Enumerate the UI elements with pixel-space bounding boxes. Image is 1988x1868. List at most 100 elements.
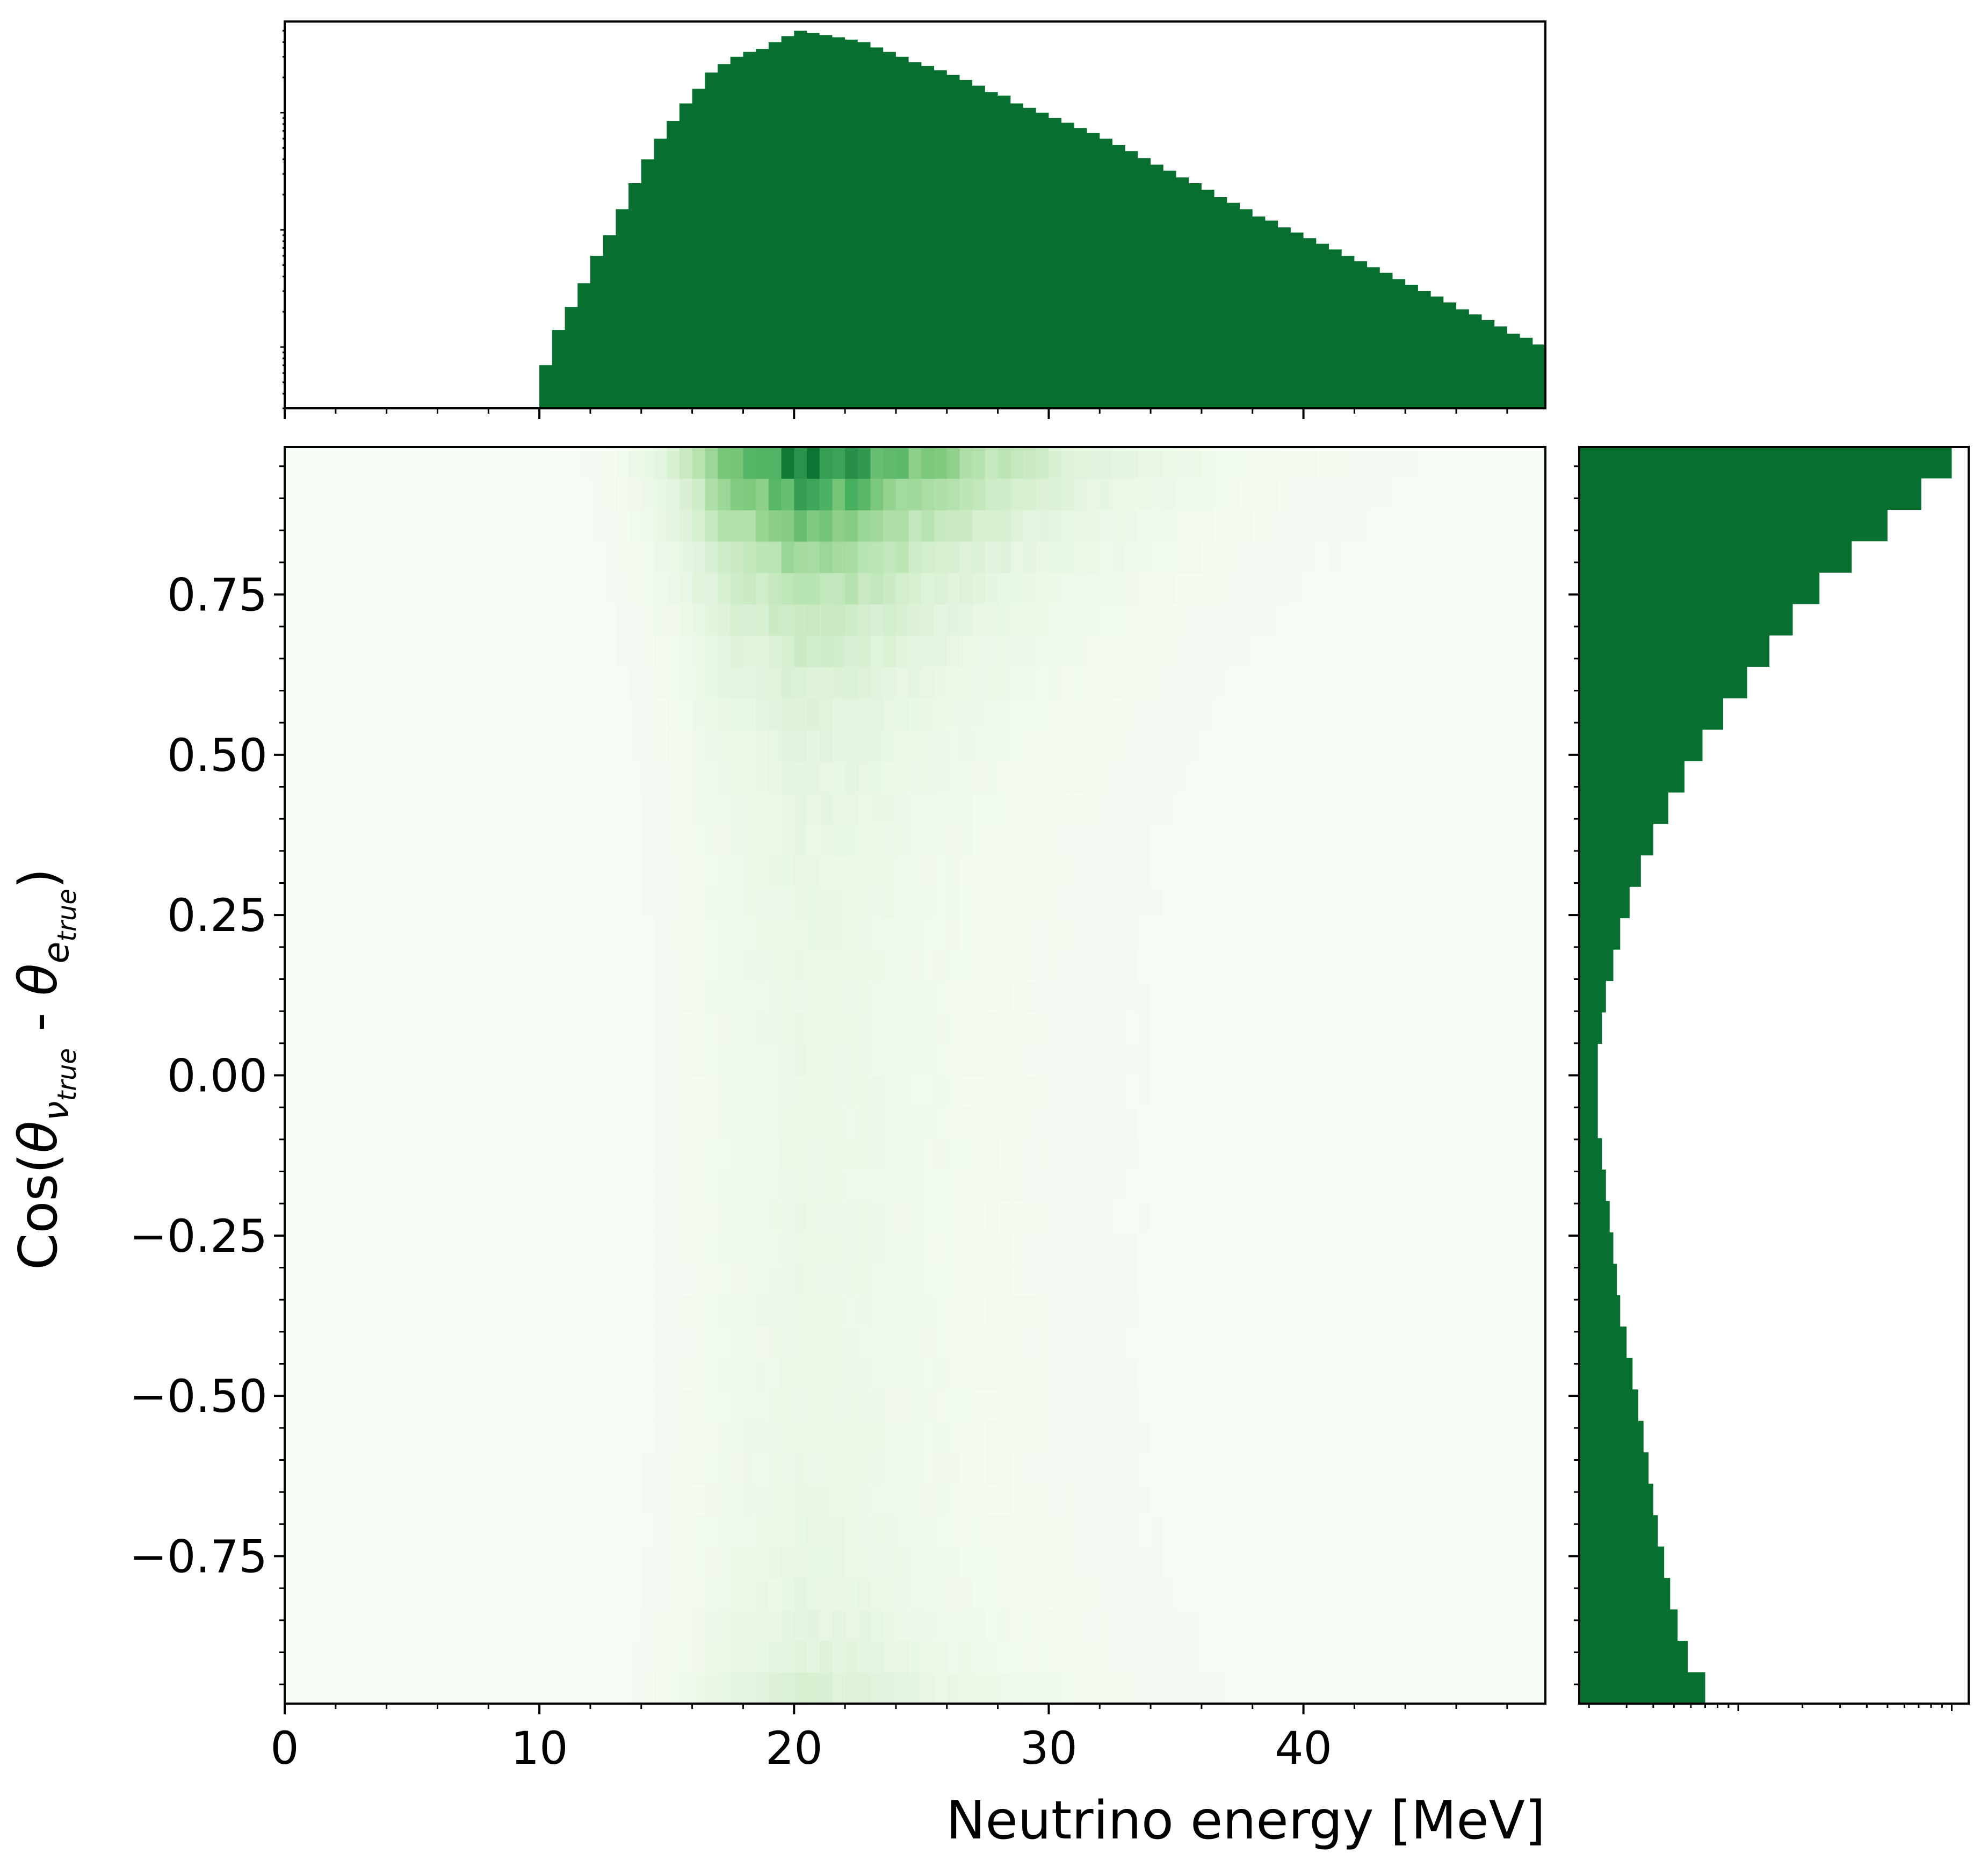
heatmap-cell <box>718 509 731 542</box>
heatmap-cell <box>794 918 807 950</box>
heatmap-cell <box>628 1264 642 1296</box>
heatmap-cell <box>285 1358 298 1390</box>
heatmap-cell <box>1507 1169 1521 1202</box>
heatmap-cell <box>908 1672 922 1704</box>
heatmap-cell <box>552 1169 566 1202</box>
heatmap-cell <box>628 1107 642 1139</box>
heatmap-cell <box>603 541 617 573</box>
heatmap-cell <box>437 792 451 825</box>
heatmap-cell <box>628 1609 642 1641</box>
heatmap-cell <box>1481 698 1495 731</box>
y-label-sub-true1: true <box>52 1048 82 1101</box>
heatmap-cell <box>1341 447 1355 479</box>
heatmap-cell <box>667 1138 680 1170</box>
heatmap-cell <box>1341 1012 1355 1044</box>
heatmap-cell <box>1061 1420 1075 1453</box>
heatmap-cell <box>1379 1578 1393 1610</box>
heatmap-cell <box>921 1452 935 1484</box>
heatmap-cell <box>1290 1358 1304 1390</box>
heatmap-cell <box>437 667 451 699</box>
heatmap-cell <box>730 667 744 699</box>
heatmap-cell <box>1074 478 1088 510</box>
heatmap-cell <box>1074 855 1088 888</box>
heatmap-cell <box>1061 1075 1075 1107</box>
heatmap-cell <box>832 667 845 699</box>
heatmap-cell <box>1189 1295 1202 1328</box>
heatmap-cell <box>1138 1641 1151 1673</box>
heatmap-cell <box>743 1515 756 1547</box>
heatmap-cell <box>373 1578 387 1610</box>
heatmap-cell <box>335 1358 349 1390</box>
heatmap-cell <box>1316 855 1329 888</box>
heatmap-cell <box>1520 1578 1534 1610</box>
heatmap-cell <box>807 541 820 573</box>
heatmap-cell <box>1481 981 1495 1013</box>
heatmap-cell <box>285 1326 298 1359</box>
heatmap-cell <box>1469 824 1483 856</box>
heatmap-cell <box>297 1641 311 1673</box>
heatmap-cell <box>1240 824 1253 856</box>
heatmap-cell <box>1189 1326 1202 1359</box>
heatmap-cell <box>310 1641 323 1673</box>
heatmap-cell <box>1456 1232 1470 1265</box>
heatmap-cell <box>718 730 731 762</box>
heatmap-cell <box>1074 667 1088 699</box>
heatmap-cell <box>1481 1232 1495 1265</box>
heatmap-cell <box>310 1107 323 1139</box>
heatmap-cell <box>603 981 617 1013</box>
heatmap-cell <box>1532 1672 1546 1704</box>
heatmap-cell <box>1481 1483 1495 1516</box>
heatmap-cell <box>1189 1169 1202 1202</box>
heatmap-cell <box>985 918 999 950</box>
heatmap-cell <box>908 667 922 699</box>
heatmap-cell <box>616 1232 629 1265</box>
heatmap-cell <box>1405 1326 1419 1359</box>
heatmap-cell <box>1036 761 1050 794</box>
heatmap-cell <box>1151 1107 1164 1139</box>
heatmap-cell <box>1049 949 1062 982</box>
heatmap-cell <box>832 1075 845 1107</box>
heatmap-cell <box>667 572 680 605</box>
heatmap-cell <box>921 1012 935 1044</box>
heatmap-cell <box>1316 1295 1329 1328</box>
heatmap-cell <box>1379 447 1393 479</box>
heatmap-cell <box>730 855 744 888</box>
heatmap-cell <box>895 1358 909 1390</box>
heatmap-cell <box>335 1672 349 1704</box>
heatmap-cell <box>590 918 604 950</box>
heatmap-cell <box>1290 1515 1304 1547</box>
heatmap-cell <box>1100 635 1113 668</box>
heatmap-cell <box>297 478 311 510</box>
heatmap-cell <box>832 1515 845 1547</box>
heatmap-cell <box>1418 635 1432 668</box>
heatmap-cell <box>667 1672 680 1704</box>
heatmap-cell <box>386 1546 400 1578</box>
heatmap-cell <box>895 1452 909 1484</box>
heatmap-cell <box>462 1044 476 1076</box>
heatmap-cell <box>1341 1515 1355 1547</box>
heatmap-cell <box>348 604 362 636</box>
heatmap-cell <box>1189 1138 1202 1170</box>
heatmap-cell <box>1010 855 1024 888</box>
heatmap-cell <box>1430 1044 1444 1076</box>
heatmap-cell <box>552 1641 566 1673</box>
heatmap-cell <box>1227 981 1240 1013</box>
heatmap-cell <box>590 1012 604 1044</box>
heatmap-cell <box>985 824 999 856</box>
heatmap-cell <box>1507 572 1521 605</box>
heatmap-cell <box>807 1420 820 1453</box>
heatmap-cell <box>1443 667 1457 699</box>
heatmap-cell <box>1520 635 1534 668</box>
heatmap-cell <box>895 1609 909 1641</box>
heatmap-cell <box>577 1358 591 1390</box>
heatmap-cell <box>1341 1483 1355 1516</box>
heatmap-cell <box>348 949 362 982</box>
heatmap-cell <box>895 1107 909 1139</box>
heatmap-cell <box>807 604 820 636</box>
heatmap-cell <box>1010 886 1024 919</box>
heatmap-cell <box>985 698 999 731</box>
heatmap-cell <box>883 1609 897 1641</box>
heatmap-cell <box>399 509 413 542</box>
heatmap-cell <box>921 1515 935 1547</box>
